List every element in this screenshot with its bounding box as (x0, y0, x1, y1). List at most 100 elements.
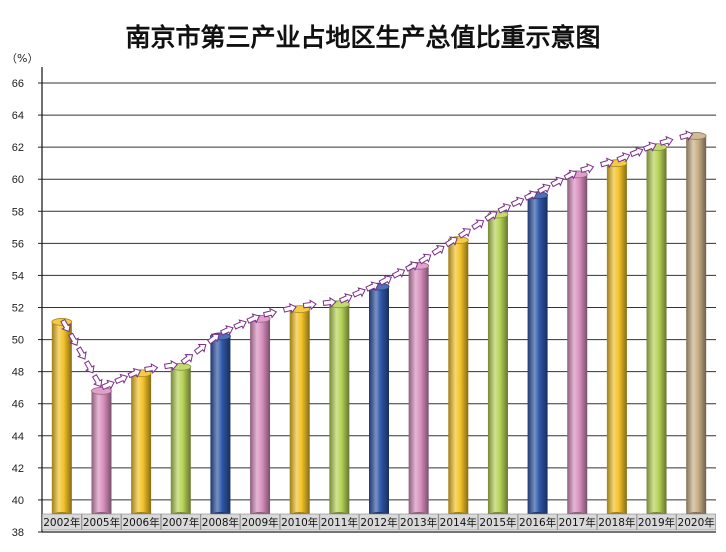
trend-arrow (233, 319, 247, 330)
trend-arrow (91, 374, 103, 388)
bar (527, 191, 548, 519)
trend-arrow (523, 190, 538, 201)
y-tick-label: 64 (12, 110, 24, 122)
svg-text:2012年: 2012年 (360, 516, 397, 529)
trend-arrow (580, 163, 595, 174)
svg-text:2007年: 2007年 (162, 516, 199, 529)
trend-arrow (659, 135, 674, 147)
y-tick-label: 66 (12, 78, 24, 90)
trend-arrow (144, 363, 159, 375)
svg-text:2009年: 2009年 (241, 516, 278, 529)
x-tick-label: 2016年 (517, 513, 558, 531)
trend-arrow (365, 281, 380, 292)
category-labels: 2002年 2005年 2006年 2007年 2008年 2009年 2010年 2011年… (42, 513, 716, 531)
trend-arrow (457, 227, 472, 239)
y-tick-label: 38 (12, 527, 24, 539)
trend-arrow (431, 245, 445, 256)
y-tick-label: 62 (12, 142, 24, 154)
bar (408, 261, 430, 519)
svg-text:2013年: 2013年 (400, 516, 437, 529)
bar (487, 210, 509, 519)
trend-arrow (679, 130, 694, 141)
svg-text:2014年: 2014年 (440, 516, 477, 529)
svg-text:2006年: 2006年 (123, 516, 160, 529)
bar (447, 236, 469, 519)
y-tick-label: 56 (12, 238, 24, 250)
trend-arrow (418, 253, 432, 265)
y-tick-label: 42 (12, 463, 24, 475)
x-tick-label: 2010年 (279, 513, 320, 531)
bars (51, 132, 707, 519)
y-tick-label: 40 (12, 495, 24, 507)
x-tick-label: 2002年 (42, 513, 82, 531)
bar (51, 318, 73, 519)
svg-text:2016年: 2016年 (519, 516, 556, 529)
trend-arrow (563, 169, 578, 181)
trend-arrow (550, 176, 564, 188)
trend-arrow (127, 367, 142, 379)
trend-arrow (484, 210, 498, 222)
svg-text:2008年: 2008年 (202, 516, 239, 529)
trend-arrow (616, 152, 631, 163)
trend-arrow (263, 307, 278, 319)
trend-arrow (629, 146, 644, 158)
x-tick-label: 2007年 (160, 513, 201, 531)
x-tick-label: 2014年 (438, 513, 479, 531)
y-tick-label: 60 (12, 174, 24, 186)
y-tick-label: 46 (12, 399, 24, 411)
bar (328, 300, 350, 519)
svg-text:2018年: 2018年 (598, 516, 635, 529)
trend-arrow (101, 379, 115, 391)
y-tick-label: 58 (12, 206, 24, 218)
x-tick-label: 2015年 (478, 513, 518, 531)
trend-arrow (510, 196, 525, 208)
bar (130, 369, 152, 519)
trend-arrow (391, 268, 406, 279)
bar (566, 170, 588, 519)
trend-arrow (471, 219, 485, 231)
x-tick-label: 2020年 (676, 513, 716, 531)
trend-arrow (338, 293, 353, 304)
trend-arrow (193, 343, 207, 355)
trend-arrow (68, 332, 79, 346)
trend-arrow (219, 325, 234, 336)
y-tick-label: 52 (12, 303, 24, 315)
trend-arrow (444, 236, 458, 248)
trend-arrow (378, 275, 393, 286)
bar (91, 386, 112, 519)
trend-arrow (76, 346, 87, 360)
x-tick-label: 2013年 (398, 513, 439, 531)
x-tick-label: 2012年 (359, 513, 399, 531)
trend-arrow (60, 318, 71, 333)
trend-arrow (114, 373, 128, 385)
trend-arrows (60, 130, 694, 391)
trend-arrow (537, 183, 551, 195)
trend-arrow (83, 360, 95, 374)
chart-title: 南京市第三产业占地区生产总值比重示意图 (125, 23, 600, 52)
trend-arrow (642, 141, 657, 152)
axes: 38 40 42 44 46 48 50 52 54 56 58 60 62 64 66 (12, 66, 716, 539)
svg-text:2019年: 2019年 (638, 516, 675, 529)
svg-text:2017年: 2017年 (559, 516, 596, 529)
svg-text:2015年: 2015年 (479, 516, 516, 529)
svg-text:2020年: 2020年 (678, 516, 715, 529)
svg-text:2005年: 2005年 (83, 516, 120, 529)
y-unit-label: （%） (6, 52, 38, 65)
trend-arrow (246, 313, 261, 324)
svg-text:2010年: 2010年 (281, 516, 318, 529)
bar (210, 332, 231, 519)
x-tick-label: 2009年 (240, 513, 280, 531)
svg-text:2002年: 2002年 (43, 516, 80, 529)
y-tick-label: 48 (12, 367, 24, 379)
y-tick-label: 54 (12, 270, 24, 282)
bar (249, 314, 271, 519)
trend-arrow (302, 299, 317, 311)
x-tick-label: 2019年 (636, 513, 677, 531)
trend-arrow (282, 302, 297, 314)
bar (289, 305, 311, 519)
y-tick-label: 44 (12, 431, 24, 443)
trend-arrow (180, 354, 194, 365)
x-tick-label: 2011年 (319, 513, 360, 531)
